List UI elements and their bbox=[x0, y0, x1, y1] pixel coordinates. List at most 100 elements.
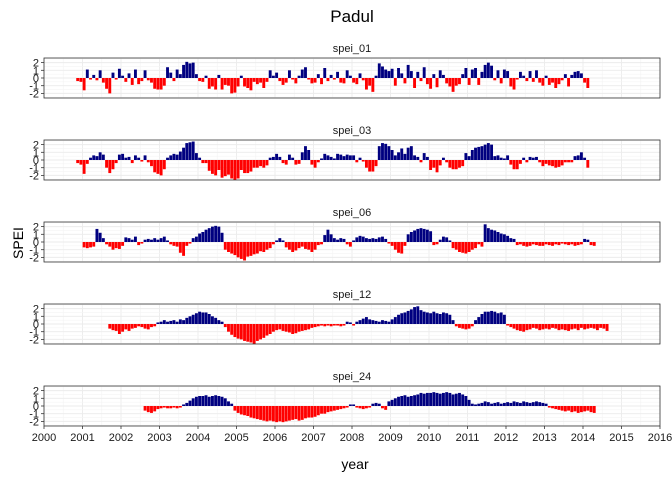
bar bbox=[512, 78, 516, 90]
bar bbox=[297, 75, 301, 78]
bar bbox=[300, 69, 304, 78]
bar bbox=[496, 70, 500, 78]
y-tick-label: 2 bbox=[33, 222, 39, 234]
bar bbox=[313, 242, 317, 250]
bar bbox=[310, 78, 314, 84]
bar bbox=[374, 402, 378, 406]
bar bbox=[563, 242, 567, 245]
bar bbox=[243, 406, 246, 416]
bar bbox=[188, 63, 192, 78]
bar bbox=[143, 324, 147, 329]
bar bbox=[579, 242, 583, 245]
bar bbox=[153, 324, 157, 327]
bar bbox=[252, 78, 256, 82]
bar bbox=[368, 238, 372, 242]
bar bbox=[416, 156, 420, 160]
bar bbox=[92, 74, 96, 78]
bar bbox=[95, 78, 99, 81]
bar bbox=[313, 160, 317, 168]
bar bbox=[201, 312, 205, 324]
bar bbox=[438, 393, 442, 406]
bar bbox=[451, 394, 455, 406]
bar bbox=[441, 392, 445, 406]
bar bbox=[185, 61, 189, 78]
bar bbox=[268, 324, 272, 334]
x-tick-label: 2005 bbox=[224, 432, 248, 444]
bar bbox=[429, 160, 433, 170]
bar bbox=[518, 160, 522, 164]
bar bbox=[198, 78, 202, 82]
bar bbox=[278, 324, 282, 330]
x-tick-label: 2010 bbox=[417, 432, 441, 444]
bar bbox=[217, 320, 221, 324]
bar bbox=[387, 401, 391, 406]
y-tick-label: 0 bbox=[33, 401, 39, 413]
bar bbox=[454, 160, 458, 170]
bar bbox=[162, 78, 166, 86]
bar bbox=[268, 406, 272, 421]
bar bbox=[403, 78, 407, 84]
bar bbox=[390, 242, 394, 246]
bar bbox=[573, 324, 577, 329]
bar bbox=[284, 406, 288, 422]
bar bbox=[377, 63, 381, 78]
bar bbox=[294, 160, 298, 165]
bar bbox=[480, 146, 484, 160]
bar bbox=[403, 312, 407, 324]
y-tick-label: 0 bbox=[33, 73, 39, 85]
bar bbox=[336, 239, 340, 242]
bar bbox=[448, 160, 452, 168]
bar bbox=[304, 242, 307, 249]
bar bbox=[361, 160, 365, 162]
bar bbox=[554, 324, 558, 329]
bar bbox=[182, 404, 186, 406]
x-axis-title: year bbox=[341, 456, 369, 472]
bar bbox=[297, 324, 301, 332]
bar bbox=[576, 71, 580, 78]
bar bbox=[515, 324, 519, 331]
bar bbox=[502, 402, 506, 406]
bar bbox=[114, 78, 118, 80]
bar bbox=[172, 406, 176, 408]
bar bbox=[287, 406, 291, 421]
bar bbox=[239, 75, 243, 78]
bar bbox=[541, 78, 545, 86]
bar bbox=[223, 160, 227, 177]
bar bbox=[583, 406, 587, 412]
bar bbox=[169, 406, 173, 409]
bar bbox=[320, 406, 323, 414]
bar bbox=[348, 322, 352, 324]
bar bbox=[560, 324, 564, 330]
bar bbox=[194, 313, 198, 324]
bar bbox=[567, 324, 571, 331]
bar bbox=[425, 229, 429, 242]
bar bbox=[259, 78, 263, 83]
bar bbox=[159, 78, 163, 90]
bar bbox=[204, 160, 208, 164]
bar bbox=[538, 78, 542, 83]
bar bbox=[544, 324, 548, 329]
bar bbox=[259, 160, 263, 167]
bar bbox=[477, 403, 481, 406]
bar bbox=[262, 406, 266, 421]
bar bbox=[570, 406, 574, 413]
bar bbox=[255, 78, 259, 85]
bar bbox=[474, 404, 477, 406]
bar bbox=[384, 238, 388, 242]
bar bbox=[592, 242, 596, 246]
bar bbox=[425, 156, 429, 160]
bar bbox=[387, 321, 391, 324]
bar bbox=[390, 68, 394, 78]
bar bbox=[76, 160, 80, 164]
bar bbox=[271, 242, 275, 245]
bar bbox=[150, 78, 153, 83]
bar bbox=[425, 392, 429, 406]
bar bbox=[194, 236, 198, 242]
bar bbox=[364, 160, 368, 168]
bar bbox=[92, 242, 96, 247]
bar bbox=[166, 240, 169, 242]
bar bbox=[246, 242, 250, 257]
bar bbox=[220, 78, 224, 90]
bar bbox=[194, 396, 198, 406]
panels-group: spei_01210-1-2spei_03210-1-2spei_06210-1… bbox=[29, 43, 661, 428]
